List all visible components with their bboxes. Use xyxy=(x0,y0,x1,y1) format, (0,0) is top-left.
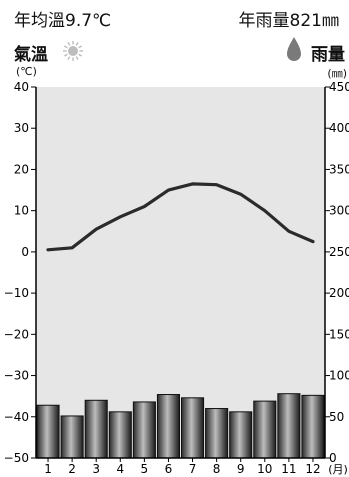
rainfall-bar xyxy=(229,411,253,459)
rainfall-bar xyxy=(181,397,205,459)
rainfall-tick-label: 0 xyxy=(329,451,337,465)
water-drop-icon xyxy=(287,37,301,61)
month-tick-label: 8 xyxy=(213,462,221,476)
rainfall-tick-label: 100 xyxy=(329,369,349,383)
sun-icon xyxy=(63,41,83,61)
rainfall-bar xyxy=(205,408,229,459)
rainfall-bar xyxy=(253,400,277,459)
month-tick-label: 4 xyxy=(116,462,124,476)
rainfall-tick-label: 200 xyxy=(329,286,349,300)
temperature-axis-title: 氣溫 xyxy=(14,45,48,65)
rainfall-bar xyxy=(277,393,301,459)
temperature-tick-label: 30 xyxy=(14,121,29,135)
annual-average-temperature: 年均溫9.7℃ xyxy=(14,11,112,31)
temperature-tick-label: 20 xyxy=(14,162,29,176)
temperature-tick-label: −40 xyxy=(4,410,29,424)
rainfall-tick-label: 350 xyxy=(329,162,349,176)
temperature-line xyxy=(46,182,315,252)
rainfall-tick-label: 300 xyxy=(329,204,349,218)
temperature-tick-label: 10 xyxy=(14,204,29,218)
temperature-tick-label: −20 xyxy=(4,327,29,341)
rainfall-bar xyxy=(132,401,156,459)
rainfall-tick-label: 250 xyxy=(329,245,349,259)
month-tick-label: 5 xyxy=(141,462,149,476)
month-unit-label: (月) xyxy=(328,463,348,476)
rainfall-bar xyxy=(60,415,84,459)
rainfall-bar xyxy=(36,404,60,459)
rainfall-bar xyxy=(108,411,132,459)
month-tick-label: 3 xyxy=(92,462,100,476)
temperature-tick-label: 40 xyxy=(14,80,29,94)
rainfall-unit-label: (㎜) xyxy=(327,67,347,80)
temperature-tick-label: 0 xyxy=(21,245,29,259)
rainfall-axis-title: 雨量 xyxy=(311,45,345,65)
annual-rainfall-total: 年雨量821㎜ xyxy=(238,11,339,31)
month-tick-label: 2 xyxy=(68,462,76,476)
month-tick-label: 7 xyxy=(189,462,197,476)
rainfall-bar xyxy=(84,399,108,459)
temperature-tick-label: −30 xyxy=(4,369,29,383)
month-tick-label: 6 xyxy=(165,462,173,476)
month-tick-label: 1 xyxy=(44,462,52,476)
temperature-unit-label: (℃) xyxy=(16,65,37,78)
rainfall-tick-label: 450 xyxy=(329,80,349,94)
month-tick-label: 10 xyxy=(257,462,272,476)
month-tick-label: 12 xyxy=(305,462,320,476)
month-tick-label: 11 xyxy=(281,462,296,476)
rainfall-tick-label: 50 xyxy=(329,410,344,424)
rainfall-tick-label: 150 xyxy=(329,327,349,341)
rainfall-bar xyxy=(301,394,325,459)
rainfall-bar xyxy=(156,394,181,459)
temperature-tick-label: −10 xyxy=(4,286,29,300)
rainfall-tick-label: 400 xyxy=(329,121,349,135)
temperature-tick-label: −50 xyxy=(4,451,29,465)
month-tick-label: 9 xyxy=(237,462,245,476)
plot-area xyxy=(36,87,325,458)
